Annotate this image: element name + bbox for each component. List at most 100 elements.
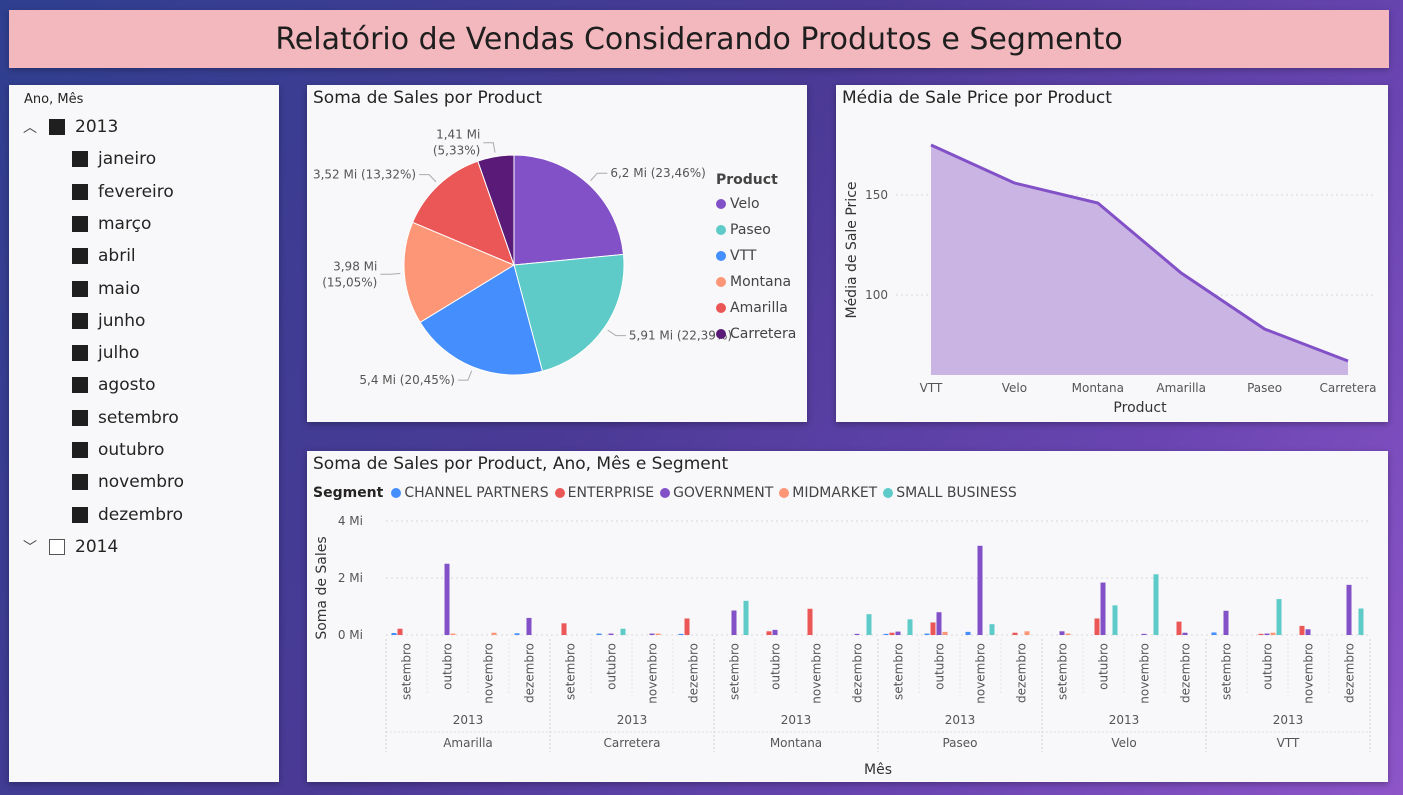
slicer-month-dezembro[interactable]: dezembro: [72, 503, 183, 527]
slicer-month-julho[interactable]: julho: [72, 341, 139, 365]
segment-legend-item[interactable]: CHANNEL PARTNERS: [391, 485, 549, 501]
slicer-month-outubro[interactable]: outubro: [72, 438, 164, 462]
pie-chart-panel[interactable]: Soma de Sales por Product 6,2 Mi (23,46%…: [307, 85, 807, 422]
bar-paseo-dezembro-1[interactable]: [1012, 632, 1018, 635]
checkbox-icon[interactable]: [72, 248, 88, 265]
segment-legend-item[interactable]: MIDMARKET: [779, 485, 877, 501]
slicer-month-janeiro[interactable]: janeiro: [72, 147, 156, 171]
slicer-month-abril[interactable]: abril: [72, 244, 136, 268]
bar-paseo-setembro-4[interactable]: [907, 619, 913, 635]
bar-velo-setembro-2[interactable]: [1059, 631, 1065, 635]
bar-vtt-novembro-1[interactable]: [1299, 625, 1305, 635]
bar-carretera-outubro-4[interactable]: [620, 628, 626, 635]
checkbox-icon[interactable]: [72, 215, 88, 232]
checkbox-icon[interactable]: [72, 151, 88, 168]
bar-vtt-setembro-2[interactable]: [1223, 610, 1229, 635]
pie-chart[interactable]: 6,2 Mi (23,46%) 5,91 Mi (22,39%) 5,4 Mi (2…: [307, 85, 807, 422]
pie-slice-paseo[interactable]: [513, 253, 625, 372]
bar-montana-novembro-1[interactable]: [807, 608, 813, 635]
bar-velo-dezembro-1[interactable]: [1176, 621, 1182, 635]
bar-paseo-dezembro-3[interactable]: [1024, 631, 1030, 635]
area-chart[interactable]: 150 100 VTT Velo Montana Amarilla Paseo Carrete…: [836, 85, 1388, 422]
pie-slice-velo[interactable]: [513, 154, 625, 266]
checkbox-icon[interactable]: [72, 506, 88, 523]
slicer-month-maio[interactable]: maio: [72, 277, 140, 301]
checkbox-icon[interactable]: [72, 280, 88, 297]
bar-paseo-setembro-0[interactable]: [883, 633, 889, 635]
segment-legend-item[interactable]: ENTERPRISE: [554, 485, 654, 501]
pie-legend-item-vtt[interactable]: VTT: [716, 248, 796, 264]
bar-amarilla-setembro-1[interactable]: [397, 628, 403, 635]
segment-legend-item[interactable]: GOVERNMENT: [660, 485, 773, 501]
bar-vtt-outubro-3[interactable]: [1270, 632, 1276, 635]
bar-vtt-outubro-1[interactable]: [1258, 633, 1264, 635]
bar-carretera-dezembro-0[interactable]: [678, 633, 684, 635]
bar-carretera-novembro-3[interactable]: [655, 633, 661, 635]
bar-montana-setembro-2[interactable]: [731, 610, 737, 635]
checkbox-icon[interactable]: [72, 474, 88, 491]
bar-montana-outubro-1[interactable]: [766, 631, 772, 635]
pie-slice-montana[interactable]: [403, 221, 516, 324]
bar-vtt-outubro-4[interactable]: [1276, 599, 1282, 635]
pie-slice-vtt[interactable]: [419, 264, 544, 376]
bar-velo-novembro-2[interactable]: [1141, 633, 1147, 635]
pie-legend-item-paseo[interactable]: Paseo: [716, 222, 796, 238]
bar-carretera-dezembro-1[interactable]: [684, 618, 690, 635]
bar-amarilla-novembro-3[interactable]: [491, 632, 497, 635]
slicer-month-fevereiro[interactable]: fevereiro: [72, 180, 174, 204]
bar-velo-setembro-3[interactable]: [1065, 633, 1071, 635]
bar-amarilla-dezembro-2[interactable]: [526, 617, 532, 635]
checkbox-icon[interactable]: [72, 345, 88, 362]
bar-velo-novembro-4[interactable]: [1153, 574, 1159, 635]
bar-vtt-dezembro-2[interactable]: [1346, 584, 1352, 635]
checkbox-icon[interactable]: [72, 442, 88, 458]
slicer-year-2013[interactable]: ︿ 2013: [21, 115, 118, 139]
checkbox-icon[interactable]: [72, 409, 88, 426]
bar-montana-dezembro-4[interactable]: [866, 614, 872, 635]
area-line[interactable]: [930, 143, 1349, 363]
chevron-down-icon[interactable]: ﹀: [23, 539, 37, 556]
slicer-year-2014[interactable]: ﹀ 2014: [21, 535, 118, 559]
checkbox-icon[interactable]: [49, 119, 65, 135]
pie-slice-amarilla[interactable]: [411, 160, 515, 266]
pie-legend-item-carretera[interactable]: Carretera: [716, 326, 796, 342]
bar-chart[interactable]: 4 Mi 2 Mi 0 Mi Soma de Sales setembro outubro…: [307, 451, 1388, 782]
bar-paseo-outubro-2[interactable]: [936, 612, 942, 635]
bar-montana-dezembro-2[interactable]: [854, 633, 860, 635]
bar-carretera-outubro-0[interactable]: [596, 633, 602, 635]
bar-paseo-outubro-0[interactable]: [924, 633, 930, 635]
slicer-month-março[interactable]: março: [72, 212, 151, 236]
bar-chart-panel[interactable]: Soma de Sales por Product, Ano, Mês e Se…: [307, 451, 1388, 782]
bar-paseo-novembro-0[interactable]: [965, 631, 971, 635]
bar-montana-outubro-2[interactable]: [772, 629, 778, 635]
segment-legend-item[interactable]: SMALL BUSINESS: [883, 485, 1017, 501]
bar-amarilla-outubro-2[interactable]: [444, 563, 450, 635]
bar-paseo-setembro-1[interactable]: [889, 632, 895, 635]
bar-paseo-outubro-3[interactable]: [942, 631, 948, 635]
pie-legend-item-amarilla[interactable]: Amarilla: [716, 300, 796, 316]
bar-amarilla-setembro-0[interactable]: [391, 633, 397, 635]
bar-vtt-dezembro-4[interactable]: [1358, 608, 1364, 635]
bar-carretera-setembro-1[interactable]: [561, 623, 567, 635]
pie-legend-item-montana[interactable]: Montana: [716, 274, 796, 290]
slicer-month-junho[interactable]: junho: [72, 309, 145, 333]
bar-montana-setembro-4[interactable]: [743, 600, 749, 635]
bar-vtt-novembro-2[interactable]: [1305, 629, 1311, 635]
bar-paseo-setembro-2[interactable]: [895, 631, 901, 635]
slicer-month-agosto[interactable]: agosto: [72, 373, 156, 397]
bar-amarilla-dezembro-0[interactable]: [514, 633, 520, 635]
bar-paseo-novembro-2[interactable]: [977, 545, 983, 635]
bar-vtt-outubro-2[interactable]: [1264, 633, 1270, 635]
bar-carretera-outubro-2[interactable]: [608, 633, 614, 635]
bar-velo-outubro-2[interactable]: [1100, 582, 1106, 635]
pie-legend-item-velo[interactable]: Velo: [716, 196, 796, 212]
pie-slice-carretera[interactable]: [477, 154, 515, 266]
bar-paseo-outubro-1[interactable]: [930, 622, 936, 635]
area-chart-panel[interactable]: Média de Sale Price por Product 150 100 VT…: [836, 85, 1388, 422]
bar-vtt-setembro-0[interactable]: [1211, 632, 1217, 635]
bar-velo-dezembro-2[interactable]: [1182, 632, 1188, 635]
checkbox-icon[interactable]: [72, 312, 88, 329]
chevron-up-icon[interactable]: ︿: [23, 120, 37, 136]
bar-velo-outubro-1[interactable]: [1094, 618, 1100, 635]
slicer-month-novembro[interactable]: novembro: [72, 470, 184, 494]
